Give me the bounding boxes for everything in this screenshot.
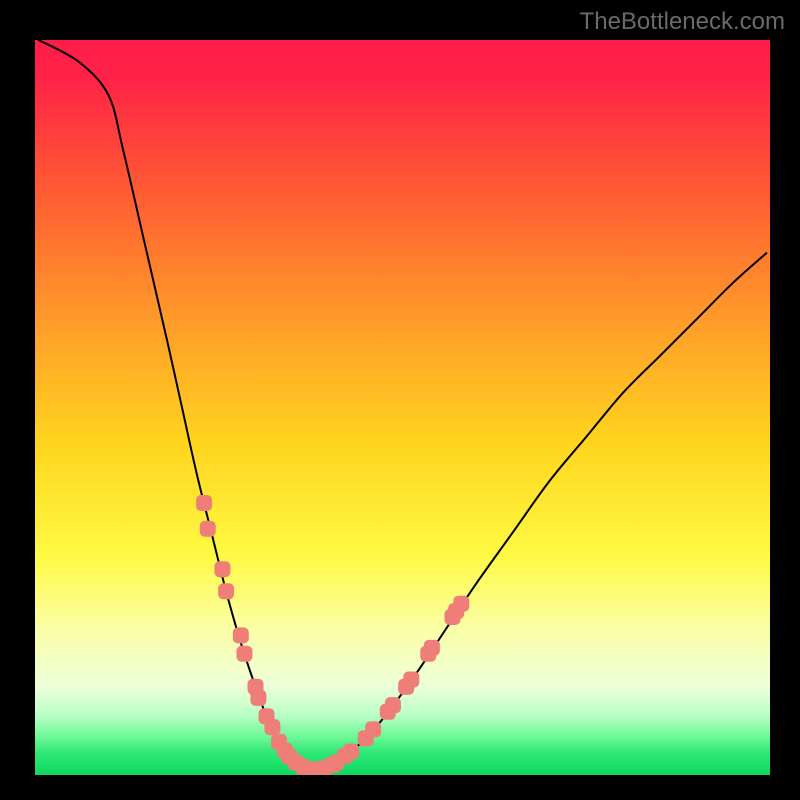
curve-line xyxy=(311,253,767,770)
watermark-label: TheBottleneck.com xyxy=(580,8,785,36)
data-point-marker xyxy=(250,690,266,706)
curve-line xyxy=(39,40,311,771)
data-point-marker xyxy=(403,671,419,687)
data-point-marker xyxy=(264,719,280,735)
data-point-marker xyxy=(365,721,381,737)
data-point-marker xyxy=(343,743,359,759)
chart-plot-frame xyxy=(35,40,770,775)
data-point-marker xyxy=(214,561,230,577)
data-point-marker xyxy=(385,697,401,713)
data-point-marker xyxy=(218,583,234,599)
data-point-marker xyxy=(424,640,440,656)
data-point-marker xyxy=(196,495,212,511)
data-point-marker xyxy=(200,521,216,537)
data-point-marker xyxy=(236,646,252,662)
data-point-marker xyxy=(453,596,469,612)
data-point-marker xyxy=(233,627,249,643)
chart-curve-overlay xyxy=(35,40,770,775)
